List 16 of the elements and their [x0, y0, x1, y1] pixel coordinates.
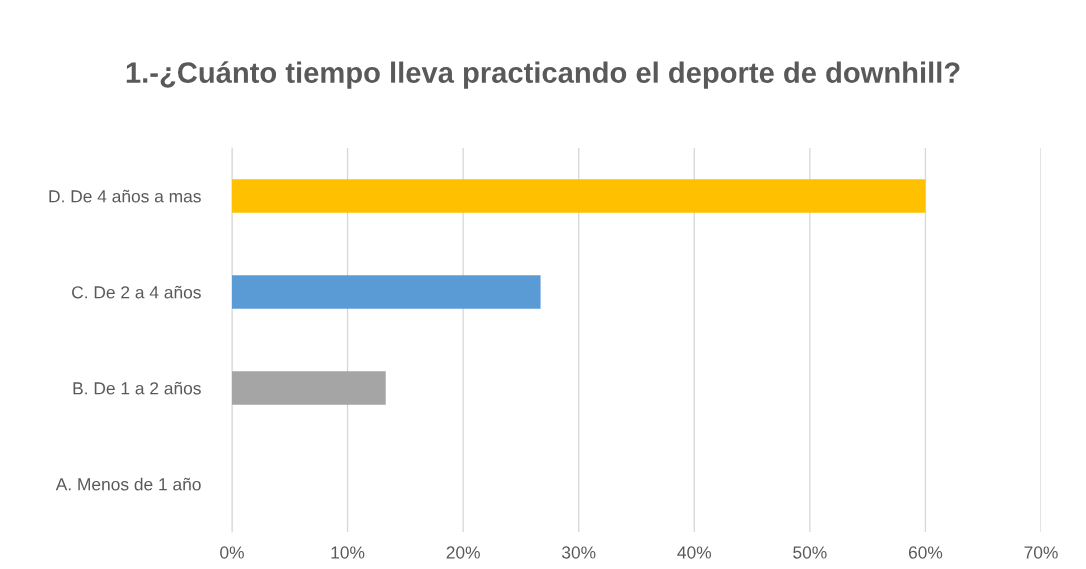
- x-tick-label: 50%: [793, 546, 827, 559]
- y-tick-label: D. De 4 años a mas: [49, 189, 201, 203]
- bar: [232, 371, 386, 405]
- x-tick-label: 20%: [446, 546, 480, 559]
- x-tick-label: 30%: [562, 546, 596, 559]
- x-tick-label: 60%: [908, 546, 943, 559]
- x-tick-label: 0%: [220, 546, 244, 559]
- chart-title: 1.-¿Cuánto tiempo lleva practicando el deporte de downhill?: [126, 61, 960, 89]
- y-tick-label: A. Menos de 1 año: [55, 477, 201, 491]
- y-tick-label: B. De 1 a 2 años: [73, 381, 201, 395]
- bar: [232, 179, 926, 213]
- x-tick-label: 40%: [677, 546, 712, 559]
- x-tick-label: 10%: [331, 546, 365, 559]
- bar: [232, 275, 541, 309]
- y-tick-label: C. De 2 a 4 años: [72, 285, 201, 299]
- x-tick-label: 70%: [1024, 546, 1058, 559]
